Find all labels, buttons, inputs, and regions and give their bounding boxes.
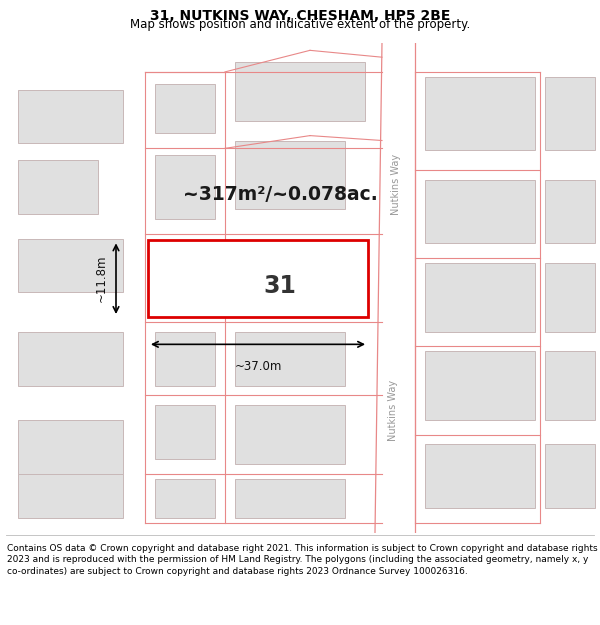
Text: Nutkins Way: Nutkins Way: [388, 379, 398, 441]
Bar: [545, 351, 595, 420]
Bar: [155, 155, 215, 219]
Bar: [18, 160, 98, 214]
Text: Map shows position and indicative extent of the property.: Map shows position and indicative extent…: [130, 18, 470, 31]
Bar: [18, 420, 123, 474]
Bar: [235, 479, 345, 518]
Bar: [155, 332, 215, 386]
Bar: [425, 351, 535, 420]
Text: ~11.8m: ~11.8m: [95, 255, 108, 302]
Polygon shape: [375, 42, 415, 532]
Bar: [235, 332, 345, 386]
Bar: [425, 444, 535, 508]
Bar: [545, 444, 595, 508]
Bar: [545, 180, 595, 243]
Bar: [425, 263, 535, 332]
Text: 31: 31: [263, 274, 296, 298]
Text: ~37.0m: ~37.0m: [235, 360, 281, 373]
Bar: [235, 405, 345, 464]
Bar: [155, 84, 215, 132]
Bar: [18, 474, 123, 518]
Bar: [545, 77, 595, 150]
Bar: [545, 263, 595, 332]
Bar: [235, 141, 345, 209]
Text: Contains OS data © Crown copyright and database right 2021. This information is : Contains OS data © Crown copyright and d…: [7, 544, 598, 576]
Bar: [18, 332, 123, 386]
Bar: [425, 180, 535, 243]
Bar: [18, 239, 123, 292]
Bar: [425, 77, 535, 150]
Bar: [235, 62, 365, 121]
Bar: [155, 405, 215, 459]
Bar: [155, 479, 215, 518]
Text: ~317m²/~0.078ac.: ~317m²/~0.078ac.: [182, 185, 377, 204]
Bar: [18, 89, 123, 144]
Bar: [148, 241, 368, 317]
Text: 31, NUTKINS WAY, CHESHAM, HP5 2BE: 31, NUTKINS WAY, CHESHAM, HP5 2BE: [150, 9, 450, 23]
Text: Nutkins Way: Nutkins Way: [391, 154, 401, 215]
